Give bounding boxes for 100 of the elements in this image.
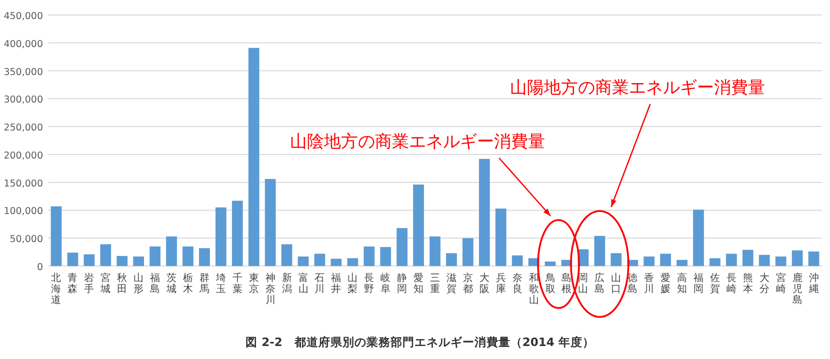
x-tick-label: 奈良 — [512, 273, 522, 295]
bar — [67, 252, 78, 266]
bar — [330, 258, 342, 266]
x-tick-label: 東京 — [248, 272, 259, 295]
x-tick-label: 宮城 — [100, 272, 111, 295]
bar — [248, 48, 260, 266]
bar — [232, 200, 243, 266]
x-tick-label: 青森 — [68, 272, 78, 295]
bar — [676, 260, 688, 266]
x-tick-label: 愛媛 — [660, 272, 671, 295]
bar — [281, 244, 292, 266]
x-tick-label: 新潟 — [282, 272, 292, 295]
x-tick-label: 茨城 — [166, 272, 177, 295]
x-tick-label: 神奈川 — [265, 272, 276, 306]
bar — [594, 236, 606, 266]
x-tick-label: 鳥取 — [544, 272, 556, 295]
bar — [726, 254, 737, 266]
y-tick-label: 350,000 — [4, 66, 43, 78]
y-tick-label: 50,000 — [10, 234, 43, 246]
y-tick-label: 450,000 — [4, 11, 43, 22]
bar — [660, 254, 671, 266]
bar — [380, 247, 392, 266]
bar — [430, 236, 440, 266]
bar — [610, 253, 622, 266]
x-tick-label: 秋田 — [117, 272, 128, 295]
y-tick-label: 250,000 — [4, 122, 43, 134]
y-tick-label: 300,000 — [4, 94, 43, 106]
x-tick-label: 三重 — [430, 273, 440, 295]
x-tick-label: 富山 — [298, 272, 308, 295]
x-tick-label: 岡山 — [578, 273, 588, 295]
x-tick-label: 広島 — [594, 272, 605, 295]
bar — [644, 256, 655, 266]
bar — [199, 248, 210, 266]
x-tick-label: 埼玉 — [214, 272, 226, 295]
bar — [182, 246, 194, 266]
x-tick-label: 福岡 — [693, 272, 704, 295]
bar — [512, 255, 523, 266]
bar — [396, 228, 408, 266]
x-tick-label: 長崎 — [726, 273, 736, 295]
bar — [215, 207, 226, 266]
bar — [544, 262, 556, 266]
x-tick-label: 静岡 — [397, 272, 408, 295]
x-tick-label: 大分 — [759, 272, 770, 295]
x-tick-label: 島根 — [562, 272, 572, 295]
x-tick-label: 愛知 — [414, 272, 424, 295]
x-tick-label: 大阪 — [479, 272, 490, 295]
y-tick-label: 400,000 — [4, 38, 43, 50]
bar — [446, 253, 457, 266]
x-tick-label: 宮崎 — [776, 272, 786, 295]
bar — [495, 208, 506, 266]
bar — [150, 246, 160, 266]
x-tick-label: 京都 — [462, 272, 473, 295]
x-tick-label: 滋賀 — [446, 272, 456, 295]
x-tick-label: 福島 — [150, 272, 160, 295]
bar — [462, 238, 474, 266]
bar — [808, 252, 820, 266]
x-tick-label: 岩手 — [84, 272, 94, 295]
x-tick-label: 佐賀 — [710, 273, 720, 295]
text: 図 2-2 都道府県別の業務部門エネルギー消費量（2014 年度） — [246, 335, 594, 349]
x-tick-label: 長野 — [364, 273, 374, 295]
x-tick-label: 徳島 — [628, 273, 638, 295]
bar — [100, 244, 112, 266]
bar — [84, 254, 95, 266]
x-tick-label: 鹿児島 — [792, 272, 802, 306]
bar — [693, 210, 704, 266]
y-tick-label: 200,000 — [4, 150, 43, 162]
bar — [758, 254, 770, 266]
x-tick-label: 山梨 — [348, 272, 358, 295]
bar — [413, 184, 424, 266]
bar — [116, 256, 128, 266]
y-tick-label: 0 — [36, 262, 43, 273]
y-tick-label: 150,000 — [4, 178, 43, 190]
x-tick-label: 山口 — [611, 272, 622, 295]
bar — [710, 258, 720, 266]
bar — [314, 254, 326, 266]
x-tick-label: 千葉 — [232, 272, 242, 295]
bar — [133, 256, 144, 266]
x-tick-label: 兵庫 — [496, 272, 506, 295]
annotation: 山陰地方の商業エネルギー消費量 — [290, 132, 545, 152]
x-tick-label: 高知 — [677, 272, 688, 295]
bar — [347, 258, 358, 266]
bar — [742, 250, 754, 266]
annotation: 山陽地方の商業エネルギー消費量 — [510, 78, 765, 98]
bar — [298, 256, 309, 266]
y-tick-label: 100,000 — [4, 206, 43, 218]
bar — [792, 250, 803, 266]
x-tick-label: 群馬 — [198, 272, 210, 295]
x-tick-label: 岐阜 — [380, 272, 391, 295]
x-tick-label: 石川 — [314, 273, 325, 295]
x-tick-label: 沖縄 — [808, 272, 819, 295]
bar — [264, 178, 276, 266]
x-tick-label: 山形 — [134, 272, 144, 295]
x-tick-label: 福井 — [331, 272, 342, 295]
x-tick-label: 北海道 — [51, 272, 62, 306]
x-tick-label: 熊本 — [742, 272, 753, 295]
bar — [166, 236, 177, 266]
bar — [50, 206, 62, 266]
bar — [364, 246, 375, 266]
x-tick-label: 香川 — [644, 272, 654, 295]
bar — [478, 158, 490, 266]
